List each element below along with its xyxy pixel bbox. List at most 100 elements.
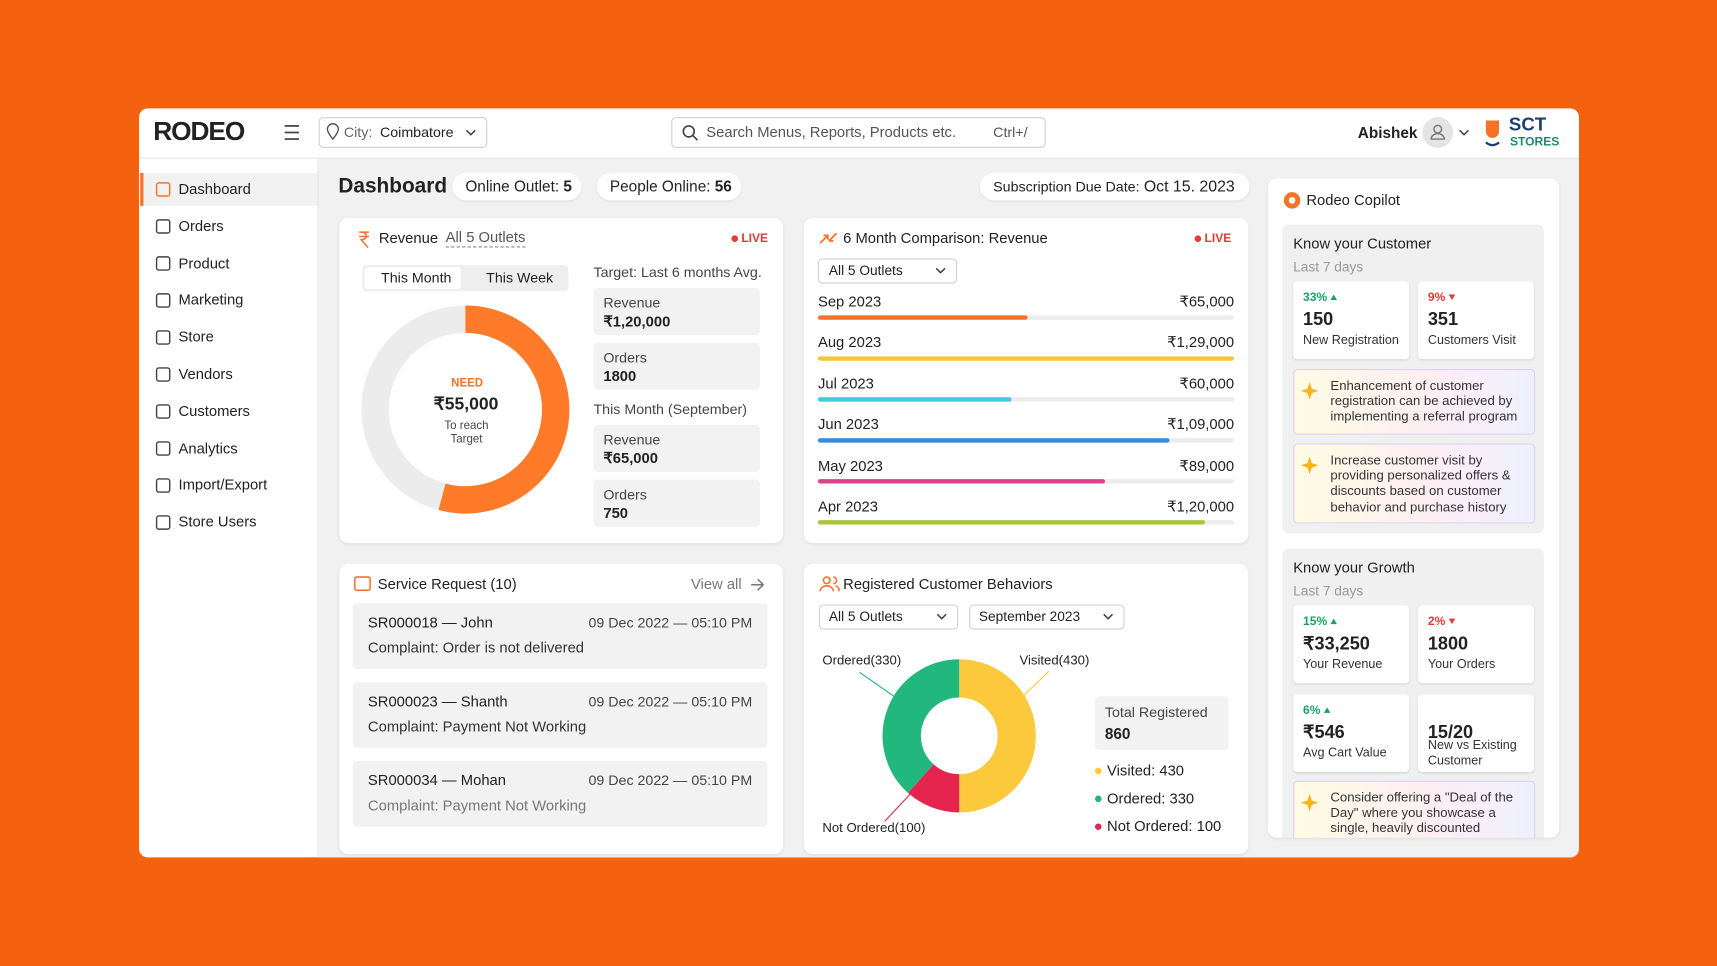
metric-label: Orders [603, 349, 647, 366]
sidebar-item[interactable]: Store Users [178, 513, 257, 531]
copilot-icon [1288, 197, 1296, 204]
month-label: Aug 2023 [817, 334, 882, 351]
customer-filter[interactable] [969, 604, 1125, 630]
tip-text: Increase customer visit by providing per… [1330, 452, 1511, 515]
metric-box [593, 424, 760, 472]
tab[interactable]: This Week [486, 269, 554, 286]
sidebar-item[interactable]: Product [178, 254, 230, 272]
badge-text: Online Outlet: 5 [465, 176, 572, 196]
store-logo-icon [1485, 120, 1500, 138]
sidebar-icon [155, 293, 171, 308]
trend-arrow [1330, 618, 1337, 625]
total-box [1095, 696, 1229, 751]
request-item[interactable] [352, 603, 768, 670]
stat-label: Your Orders [1427, 658, 1496, 672]
sidebar-item[interactable]: Vendors [178, 365, 233, 383]
metric-value: ₹1,20,000 [603, 313, 671, 330]
tab[interactable]: This Month [381, 269, 452, 286]
view-all[interactable]: View all [690, 575, 742, 593]
legend-label: Not Ordered: 100 [1107, 817, 1222, 835]
sidebar-item[interactable]: Import/Export [178, 476, 268, 494]
subscription: Subscription Due Date: Oct 15. 2023 [993, 176, 1235, 197]
sidebar-item[interactable]: Analytics [178, 439, 238, 457]
search-icon [692, 135, 699, 141]
month-value: ₹60,000 [1179, 375, 1235, 392]
stat-change: 2% [1427, 615, 1446, 629]
copilot-panel: Rodeo Copilot Know your Customer Last 7 da… [1268, 178, 1560, 838]
stat-card [1418, 605, 1535, 684]
donut-segment [958, 659, 1036, 813]
badge-text: People Online: 56 [610, 176, 732, 196]
copilot-title: Rodeo Copilot [1306, 191, 1401, 209]
people-icon [822, 576, 831, 585]
trend-arrow [1330, 294, 1337, 301]
sidebar-icon [155, 441, 171, 456]
callout: Not Ordered(100) [822, 820, 926, 836]
rupee-icon [359, 231, 370, 248]
stat-label: New vs Existing Customer [1427, 739, 1517, 768]
search-placeholder[interactable]: Search Menus, Reports, Products etc. [706, 123, 957, 141]
sidebar-icon [155, 367, 171, 382]
donut-segment [882, 659, 961, 793]
sparkle-icon [1300, 793, 1319, 812]
stat-change: 9% [1427, 291, 1446, 305]
revenue-title: Revenue [378, 229, 439, 247]
sidebar-item[interactable]: Marketing [178, 291, 244, 309]
search-box[interactable] [671, 117, 1046, 148]
sparkle-icon [1300, 456, 1319, 475]
callout-line [859, 671, 897, 698]
tip: Enhancement of customer registration can… [1293, 369, 1536, 435]
request-complaint: Complaint: Order is not delivered [367, 639, 585, 656]
store-sub: STORES [1510, 135, 1560, 149]
customer-filter[interactable] [819, 604, 959, 630]
badge [596, 173, 742, 201]
search-icon [682, 125, 696, 138]
request-complaint: Complaint: Payment Not Working [367, 718, 587, 735]
legend-dot [1095, 795, 1102, 803]
request-id: SR000018 — John [367, 614, 493, 631]
trend-arrow [1323, 707, 1331, 713]
arrow-icon [751, 578, 765, 591]
stat-card [1418, 694, 1535, 772]
request-item[interactable] [352, 761, 768, 827]
city-value: Coimbatore [379, 123, 454, 141]
city-label: City: [343, 123, 373, 141]
badge-value: 5 [563, 177, 572, 195]
tip: Consider offering a "Deal of the Day" wh… [1293, 780, 1536, 838]
stat-card [1293, 694, 1410, 772]
tip-text: Consider offering a "Deal of the Day" wh… [1330, 789, 1514, 836]
people-icon [819, 576, 840, 592]
city-select[interactable] [318, 117, 488, 148]
request-time: 09 Dec 2022 — 05:10 PM [588, 693, 753, 710]
sidebar-divider [317, 158, 319, 858]
legend-label: Ordered: 330 [1107, 790, 1195, 807]
donut-caption: NEED [451, 376, 484, 390]
badge-label: Online Outlet: [465, 177, 560, 195]
request-item[interactable] [352, 682, 768, 748]
filter-value: All 5 Outlets [828, 262, 903, 279]
comparison-filter[interactable] [817, 258, 958, 284]
month-value: ₹1,09,000 [1167, 416, 1235, 433]
chevron-icon [935, 267, 946, 274]
bar [817, 315, 1028, 320]
sidebar-item[interactable]: Dashboard [178, 180, 251, 198]
sidebar-item[interactable]: Store [178, 328, 214, 346]
donut-value: ₹55,000 [433, 395, 499, 414]
stat-change: 15% [1303, 615, 1328, 629]
month-value: ₹65,000 [1179, 293, 1235, 310]
revenue-scope[interactable]: All 5 Outlets [445, 229, 526, 248]
month-label: Jul 2023 [817, 375, 874, 392]
sidebar-icon [155, 478, 171, 493]
metric-label: Revenue [603, 294, 661, 311]
stat-card [1293, 605, 1410, 684]
current-heading: This Month (September) [593, 400, 747, 418]
callout: Ordered(330) [822, 652, 902, 668]
user-name[interactable]: Abishek [1357, 123, 1418, 142]
metric-value: 1800 [603, 367, 637, 385]
store-brand: SCT [1508, 113, 1547, 135]
sidebar-item[interactable]: Orders [178, 217, 224, 235]
stat-value: 150 [1303, 309, 1334, 330]
sidebar-item[interactable]: Customers [178, 402, 250, 420]
pin-icon [326, 123, 340, 141]
